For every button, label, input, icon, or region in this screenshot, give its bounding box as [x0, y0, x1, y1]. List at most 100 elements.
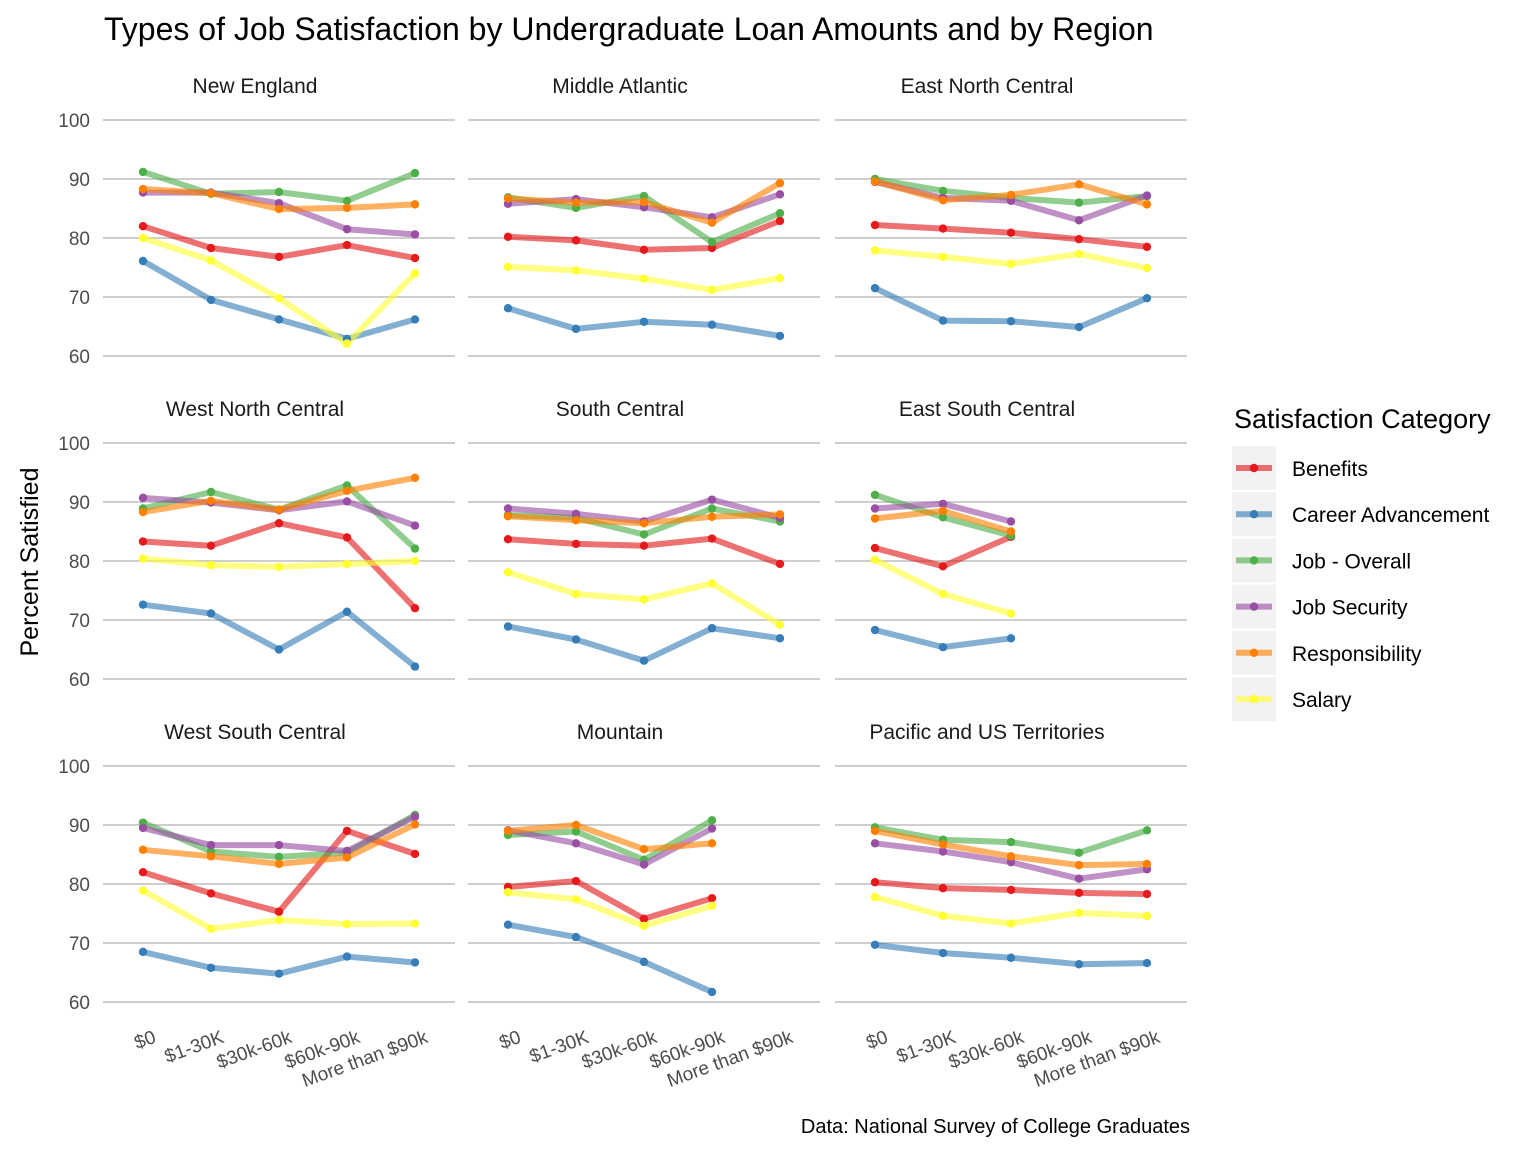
y-axis-label: Percent Satisfied — [16, 468, 44, 657]
panel-title: West North Central — [166, 398, 344, 421]
point-benefits — [938, 883, 948, 893]
legend-label: Job - Overall — [1292, 550, 1411, 573]
point-benefits — [775, 559, 785, 569]
point-responsibility — [1142, 200, 1152, 209]
panel-title: Pacific and US Territories — [869, 721, 1104, 744]
point-salary — [1074, 249, 1084, 259]
point-benefits — [1006, 885, 1016, 895]
point-salary — [138, 554, 148, 563]
series-line-salary — [507, 889, 713, 929]
y-tick-label: 80 — [69, 875, 90, 896]
point-job-overall — [639, 530, 649, 539]
point-benefits — [206, 889, 216, 898]
y-tick-label: 80 — [69, 229, 90, 250]
series-line-job-overall — [142, 482, 418, 551]
point-benefits — [1074, 888, 1084, 898]
point-career-advancement — [503, 304, 513, 313]
point-responsibility — [1142, 859, 1152, 869]
point-career-advancement — [775, 634, 785, 643]
point-responsibility — [1074, 180, 1084, 189]
point-job-overall — [410, 168, 420, 178]
series-line-benefits — [507, 218, 782, 253]
point-salary — [138, 233, 148, 243]
point-career-advancement — [938, 642, 948, 652]
point-benefits — [138, 537, 148, 546]
point-salary — [707, 901, 717, 911]
point-responsibility — [274, 859, 284, 869]
point-job-security — [1074, 216, 1084, 225]
point-career-advancement — [1142, 958, 1152, 968]
point-salary — [938, 252, 948, 262]
point-job-security — [274, 840, 284, 850]
point-job-overall — [938, 186, 948, 195]
point-job-security — [274, 198, 284, 208]
point-career-advancement — [707, 624, 717, 633]
point-job-overall — [707, 237, 717, 247]
panel-title: East South Central — [899, 398, 1075, 421]
point-career-advancement — [410, 958, 420, 967]
legend-item-career-advancement: Career Advancement — [1232, 492, 1489, 537]
point-benefits — [274, 252, 284, 262]
series-line-job-overall — [142, 169, 417, 204]
point-responsibility — [342, 853, 352, 862]
point-job-security — [870, 839, 880, 848]
point-job-security — [938, 847, 948, 856]
point-job-overall — [138, 167, 148, 177]
point-responsibility — [138, 184, 148, 194]
legend-label: Career Advancement — [1292, 504, 1489, 527]
point-career-advancement — [639, 957, 649, 967]
point-responsibility — [639, 197, 649, 207]
point-salary — [410, 556, 420, 566]
legend-label: Benefits — [1292, 458, 1368, 481]
point-job-overall — [1006, 837, 1016, 847]
point-salary — [707, 579, 717, 588]
point-responsibility — [1074, 860, 1084, 870]
point-career-advancement — [274, 315, 284, 324]
chart-caption: Data: National Survey of College Graduat… — [801, 1116, 1190, 1138]
point-job-security — [707, 495, 717, 504]
series-line-job-security — [143, 189, 416, 238]
point-career-advancement — [138, 256, 148, 266]
point-responsibility — [775, 178, 785, 188]
point-responsibility — [410, 820, 420, 829]
series-line-benefits — [507, 878, 713, 922]
series-line-career-advancement — [142, 601, 417, 669]
series-line-career-advancement — [507, 921, 714, 995]
point-benefits — [342, 533, 352, 542]
point-career-advancement — [138, 600, 148, 609]
panel-pacific-and-us-territories: Pacific and US Territories$0 $1-30K$30k-6… — [835, 721, 1187, 1092]
point-benefits — [639, 914, 649, 924]
point-responsibility — [707, 512, 717, 521]
point-career-advancement — [342, 952, 352, 961]
point-salary — [206, 256, 216, 265]
point-benefits — [410, 253, 420, 263]
point-career-advancement — [639, 656, 649, 665]
point-benefits — [138, 868, 148, 877]
legend: Satisfaction Category Benefits Career Adv… — [1232, 404, 1491, 721]
point-career-advancement — [1142, 293, 1152, 303]
point-salary — [870, 555, 880, 565]
point-benefits — [938, 224, 948, 233]
panel-title: East North Central — [901, 75, 1074, 98]
point-salary — [775, 620, 785, 629]
legend-key-point — [1249, 463, 1259, 473]
point-job-overall — [1074, 198, 1084, 207]
point-career-advancement — [1006, 316, 1016, 326]
point-responsibility — [707, 839, 717, 848]
point-career-advancement — [1074, 960, 1084, 969]
point-benefits — [639, 541, 649, 550]
legend-item-responsibility: Responsibility — [1232, 630, 1422, 675]
point-career-advancement — [870, 625, 880, 635]
legend-key-point — [1249, 556, 1259, 565]
point-responsibility — [138, 507, 148, 517]
point-job-security — [410, 521, 420, 530]
series-line-benefits — [874, 534, 1013, 570]
point-benefits — [503, 232, 513, 242]
point-responsibility — [206, 188, 216, 198]
point-responsibility — [342, 203, 352, 213]
y-tick-label: 80 — [69, 552, 90, 573]
y-tick-label: 90 — [69, 816, 90, 837]
